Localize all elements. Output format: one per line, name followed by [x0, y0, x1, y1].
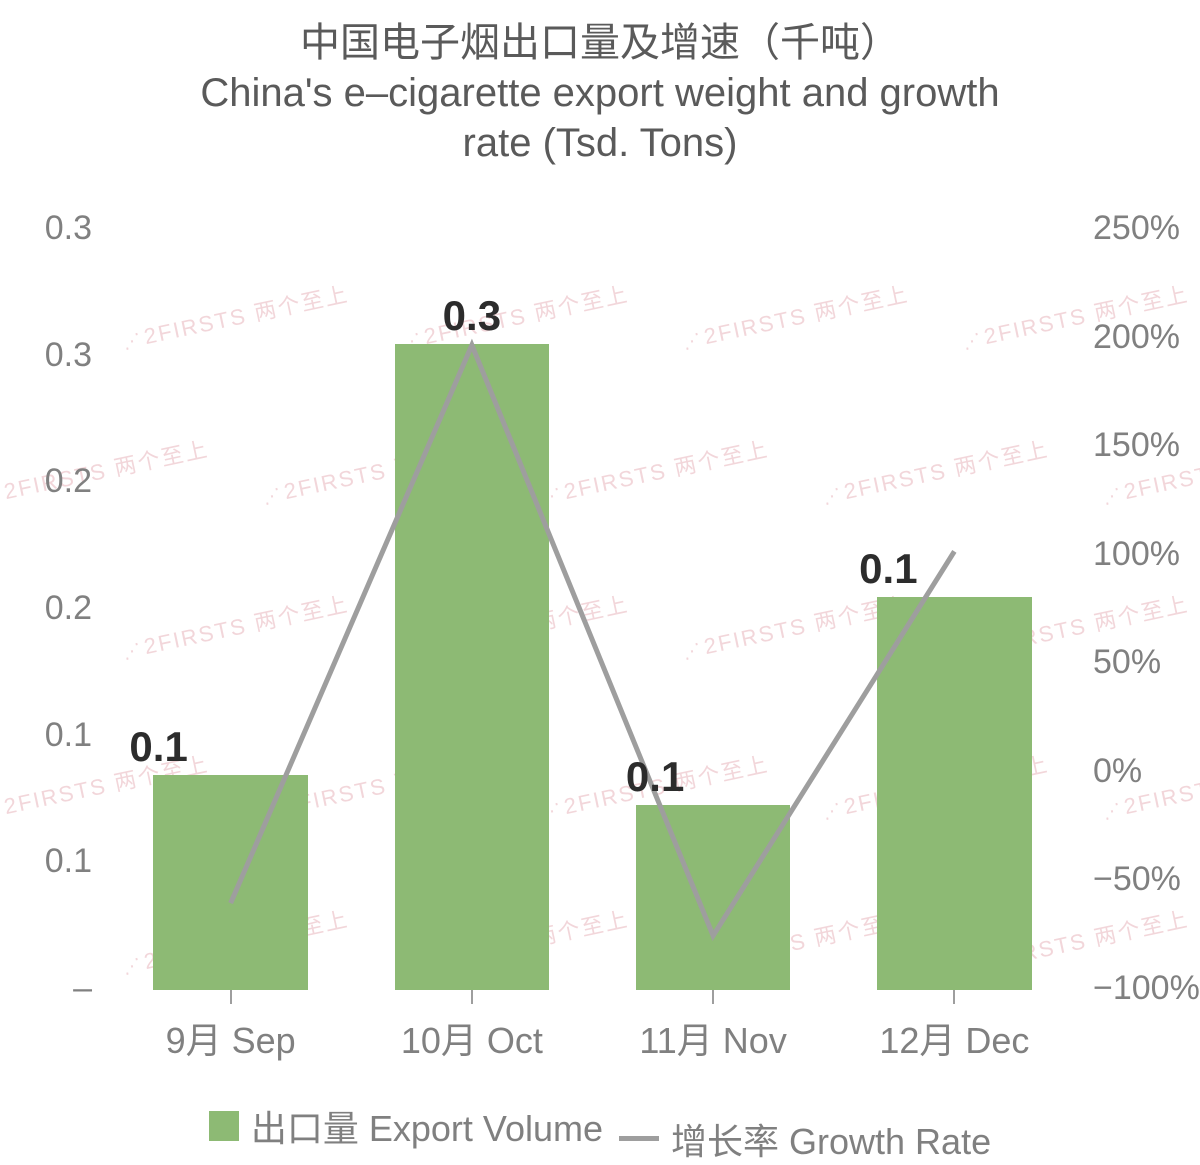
bar-value-label: 0.1 [859, 545, 917, 593]
legend-item: 增长率 Growth Rate [619, 1113, 991, 1165]
x-tick [712, 990, 714, 1004]
chart-area: ⋰2FIRSTS 两个至上⋰2FIRSTS 两个至上⋰2FIRSTS 两个至上⋰… [0, 0, 1200, 1154]
legend-swatch-icon [209, 1111, 239, 1141]
legend-line-icon [619, 1136, 659, 1141]
bar-value-label: 0.3 [443, 292, 501, 340]
growth-line [0, 0, 1200, 1154]
x-tick [953, 990, 955, 1004]
x-tick [471, 990, 473, 1004]
bar-value-label: 0.1 [626, 753, 684, 801]
legend: 出口量 Export Volume 增长率 Growth Rate [0, 1100, 1200, 1165]
legend-text: 出口量 Export Volume [251, 1100, 603, 1152]
x-tick [230, 990, 232, 1004]
bar-value-label: 0.1 [129, 723, 187, 771]
x-axis-label: 10月 Oct [401, 1012, 543, 1064]
legend-item: 出口量 Export Volume [209, 1100, 603, 1152]
legend-text: 增长率 Growth Rate [671, 1113, 991, 1165]
x-axis-label: 12月 Dec [879, 1012, 1029, 1064]
x-axis-label: 9月 Sep [166, 1012, 296, 1064]
x-axis-label: 11月 Nov [639, 1012, 786, 1064]
